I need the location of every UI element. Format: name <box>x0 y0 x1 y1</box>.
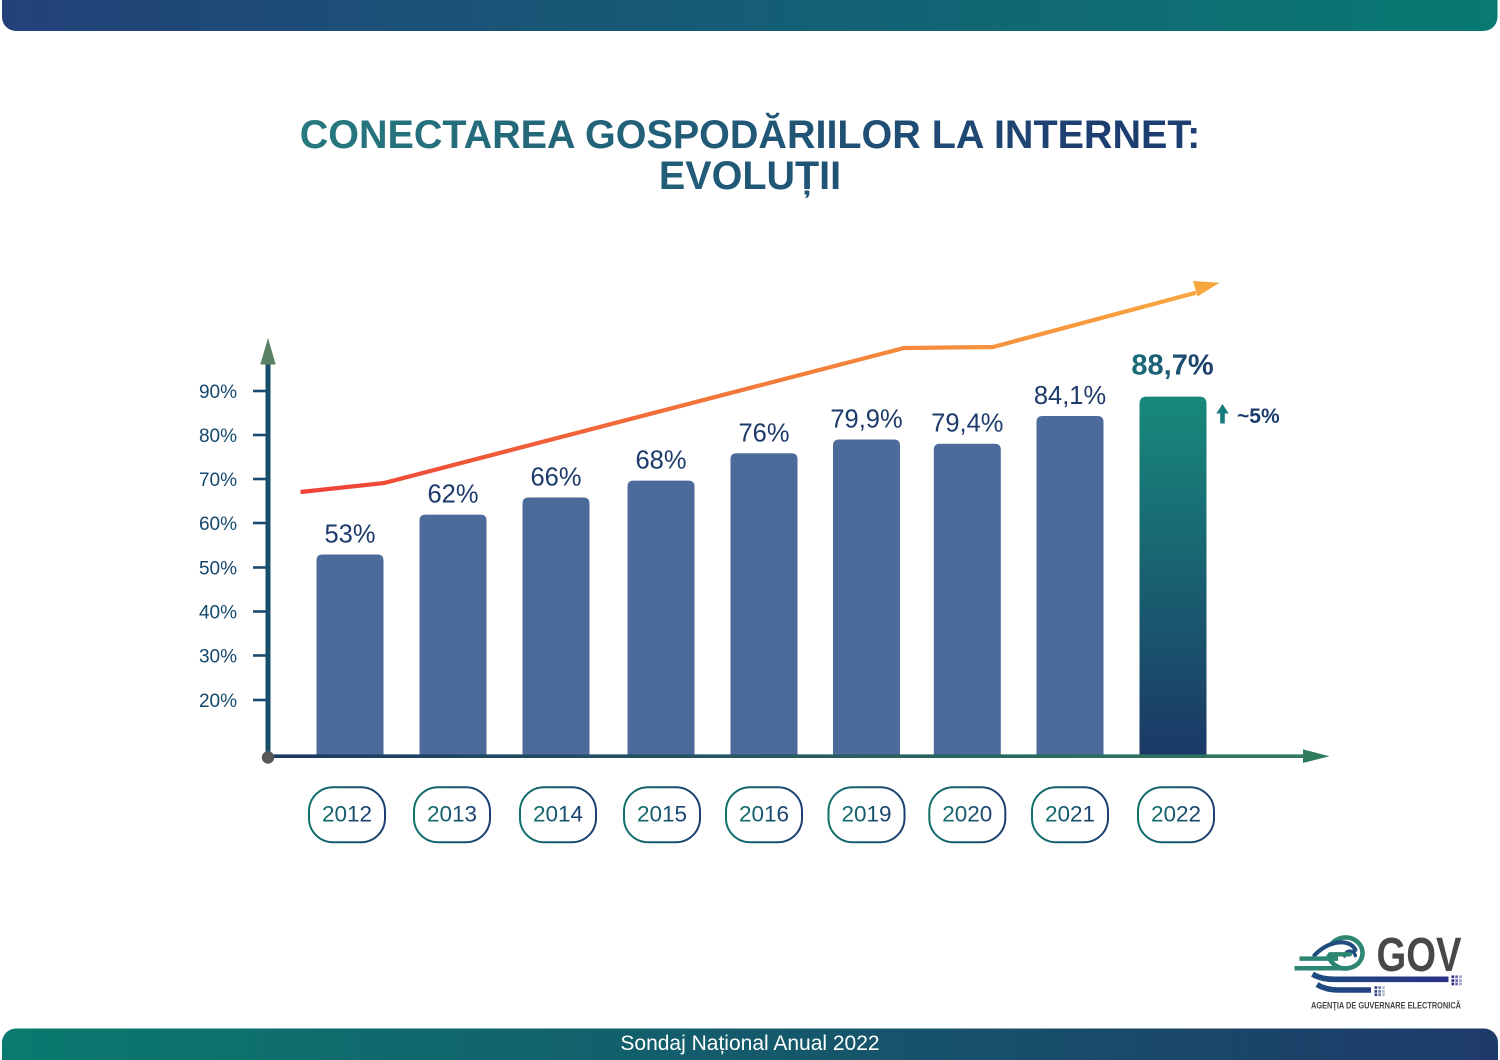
svg-text:70%: 70% <box>199 470 237 491</box>
svg-text:2022: 2022 <box>1151 802 1201 827</box>
svg-text:53%: 53% <box>324 521 375 549</box>
svg-text:Sondaj Național Anual 2022: Sondaj Național Anual 2022 <box>620 1032 879 1055</box>
svg-text:2021: 2021 <box>1045 802 1095 827</box>
svg-text:2016: 2016 <box>739 802 789 827</box>
svg-text:76%: 76% <box>738 419 789 447</box>
svg-text:2015: 2015 <box>637 802 687 827</box>
svg-text:2020: 2020 <box>942 802 992 827</box>
svg-text:20%: 20% <box>199 691 237 712</box>
svg-text:2019: 2019 <box>841 802 891 827</box>
svg-text:66%: 66% <box>530 464 581 492</box>
svg-text:68%: 68% <box>635 447 686 475</box>
svg-text:88,7%: 88,7% <box>1131 350 1213 382</box>
svg-text:CONECTAREA GOSPODĂRIILOR LA IN: CONECTAREA GOSPODĂRIILOR LA INTERNET: <box>300 113 1200 157</box>
svg-text:EVOLUȚII: EVOLUȚII <box>659 154 841 198</box>
svg-text:79,4%: 79,4% <box>931 410 1003 438</box>
svg-text:2014: 2014 <box>533 802 583 827</box>
svg-text:60%: 60% <box>199 514 237 535</box>
svg-text:AGENŢIA DE GUVERNARE ELECTRONI: AGENŢIA DE GUVERNARE ELECTRONICĂ <box>1311 1001 1461 1011</box>
svg-text:GOV: GOV <box>1377 929 1462 982</box>
svg-text:62%: 62% <box>427 481 478 509</box>
svg-text:~5%: ~5% <box>1237 405 1280 428</box>
svg-text:2013: 2013 <box>427 802 477 827</box>
svg-text:90%: 90% <box>199 382 237 403</box>
svg-text:84,1%: 84,1% <box>1034 382 1106 410</box>
svg-text:2012: 2012 <box>322 802 372 827</box>
svg-text:40%: 40% <box>199 602 237 623</box>
svg-text:79,9%: 79,9% <box>830 406 902 434</box>
svg-text:80%: 80% <box>199 426 237 447</box>
svg-text:50%: 50% <box>199 558 237 579</box>
svg-text:30%: 30% <box>199 646 237 667</box>
